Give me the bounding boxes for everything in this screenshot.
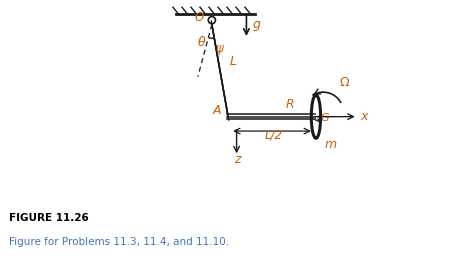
Text: G: G [320,113,329,123]
Text: L/2: L/2 [265,129,283,142]
Text: x: x [361,110,368,122]
Text: $\Omega$: $\Omega$ [339,76,350,90]
Text: FIGURE 11.26: FIGURE 11.26 [9,213,89,223]
Text: R: R [285,98,294,111]
Text: $\psi$: $\psi$ [215,43,224,57]
Text: Figure for Problems 11.3, 11.4, and 11.10.: Figure for Problems 11.3, 11.4, and 11.1… [9,237,230,247]
Text: z: z [234,154,240,166]
Text: A: A [212,104,221,117]
Text: m: m [325,138,337,151]
Text: O: O [195,11,204,24]
Text: g: g [252,18,260,31]
Text: L: L [230,55,237,68]
Text: $\theta$: $\theta$ [197,35,207,49]
